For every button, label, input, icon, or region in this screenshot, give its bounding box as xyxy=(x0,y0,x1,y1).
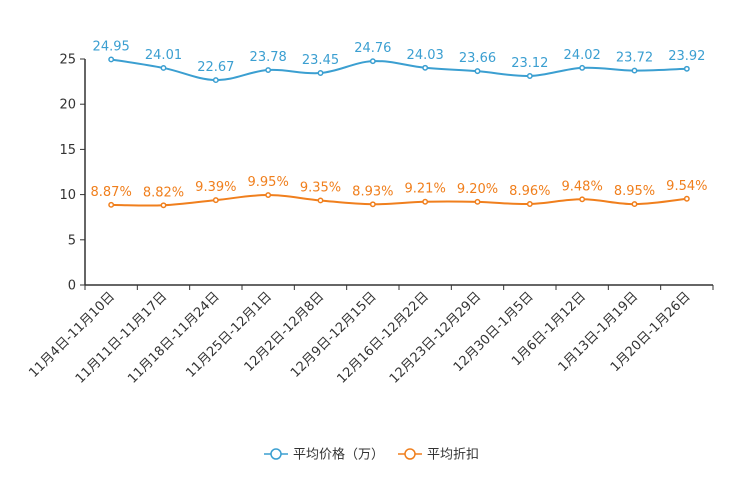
series-line-0 xyxy=(111,58,687,82)
data-label: 23.92 xyxy=(668,49,705,64)
data-point xyxy=(683,65,690,72)
legend-marker xyxy=(270,448,282,460)
x-tick-label: 11月11日-11月17日 xyxy=(73,289,170,386)
data-label: 8.93% xyxy=(352,184,393,199)
data-label: 9.39% xyxy=(195,180,236,195)
data-label: 23.45 xyxy=(302,53,339,68)
data-point xyxy=(369,58,376,65)
data-point xyxy=(317,70,324,76)
data-point xyxy=(212,197,219,204)
data-point xyxy=(108,56,115,63)
data-label: 23.78 xyxy=(250,50,287,65)
data-label: 8.95% xyxy=(614,184,655,199)
x-tick-label: 11月4日-11月10日 xyxy=(26,289,118,381)
data-point xyxy=(212,77,219,84)
y-tick-label: 15 xyxy=(59,143,76,158)
data-point xyxy=(108,201,115,208)
data-point xyxy=(422,64,429,71)
data-point xyxy=(265,192,272,199)
y-tick-label: 10 xyxy=(59,188,76,203)
data-point xyxy=(631,67,638,74)
data-point xyxy=(579,64,586,71)
data-point xyxy=(474,198,481,205)
legend-item-label: 平均折扣 xyxy=(427,448,479,463)
data-point xyxy=(474,68,481,75)
data-label: 9.21% xyxy=(405,182,446,197)
data-label: 9.48% xyxy=(562,179,603,194)
data-label: 24.01 xyxy=(145,48,182,63)
data-label: 9.95% xyxy=(248,175,289,190)
data-label: 8.82% xyxy=(143,185,184,200)
data-label: 8.87% xyxy=(91,185,132,200)
series-line-1 xyxy=(111,194,687,207)
data-point xyxy=(526,73,533,79)
data-label: 24.02 xyxy=(564,48,601,63)
x-tick-label: 12月16日-12月22日 xyxy=(335,289,432,386)
data-point xyxy=(631,201,638,208)
data-point xyxy=(683,195,690,202)
legend-marker xyxy=(404,448,416,460)
data-label: 23.12 xyxy=(511,56,548,71)
x-tick-label: 11月18日-11月24日 xyxy=(125,289,222,386)
x-tick-label: 12月23日-12月29日 xyxy=(387,289,484,386)
data-label: 9.20% xyxy=(457,182,498,197)
data-label: 9.35% xyxy=(300,180,341,195)
data-label: 8.96% xyxy=(509,184,550,199)
data-label: 23.66 xyxy=(459,51,496,66)
data-label: 24.95 xyxy=(93,39,130,54)
data-label: 23.72 xyxy=(616,51,653,66)
y-tick-label: 0 xyxy=(68,279,76,294)
data-label: 22.67 xyxy=(197,60,234,75)
data-point xyxy=(160,64,167,71)
y-tick-label: 25 xyxy=(59,53,76,68)
legend-item-label: 平均价格（万） xyxy=(293,447,384,463)
data-point xyxy=(369,201,376,208)
data-point xyxy=(265,67,272,73)
data-label: 24.03 xyxy=(407,48,444,63)
data-point xyxy=(422,198,429,205)
data-label: 9.54% xyxy=(666,179,707,194)
y-tick-label: 20 xyxy=(59,98,76,113)
data-point xyxy=(526,201,533,207)
data-point xyxy=(160,202,167,209)
y-tick-label: 5 xyxy=(68,233,76,248)
data-label: 24.76 xyxy=(354,41,391,56)
data-point xyxy=(579,196,586,203)
data-point xyxy=(317,197,324,204)
